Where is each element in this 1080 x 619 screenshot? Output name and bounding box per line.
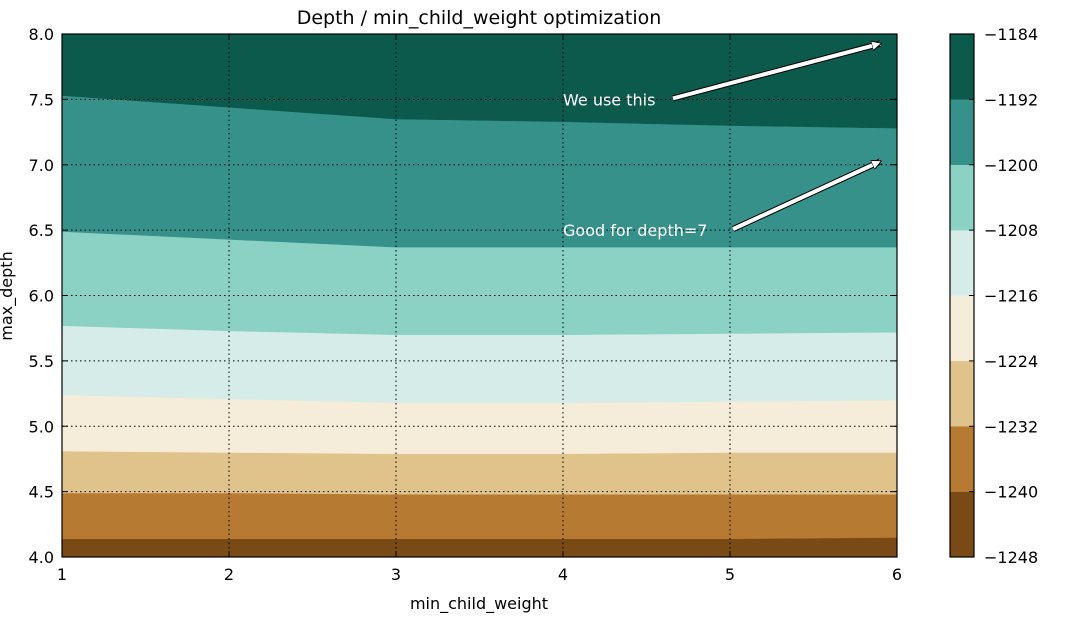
x-tick-label: 5 [725,565,735,584]
colorbar: −1184 −1192 −1200 −1208 −1216 −1224 −1232 −1240… [949,25,1038,567]
colorbar-label: −1192 [984,90,1038,109]
y-tick-label: 8.0 [29,25,54,44]
axis-ticks: 1 2 3 4 5 6 4.0 4.5 5.0 5.5 6.0 6.5 7.0 7.5 8.0 [29,25,903,584]
colorbar-swatch-3 [949,360,975,427]
contour-bands [61,33,898,558]
contour-band-3 [61,450,898,495]
x-tick-label: 1 [57,565,67,584]
x-tick-label: 6 [892,565,902,584]
contour-band-2 [61,492,898,539]
colorbar-label: −1224 [984,352,1038,371]
colorbar-swatch-5 [949,229,975,296]
y-tick-label: 7.0 [29,156,54,175]
colorbar-swatch-7 [949,99,975,165]
annotation-text-2: Good for depth=7 [563,221,707,240]
colorbar-swatch-4 [949,295,975,362]
annotation-arrow-1 [672,44,881,101]
colorbar-label: −1216 [984,287,1038,306]
colorbar-label: −1184 [984,25,1038,44]
x-tick-label: 4 [558,565,568,584]
annotation-arrow-2 [732,159,881,231]
colorbar-label: −1208 [984,221,1038,240]
y-tick-label: 7.5 [29,90,54,109]
colorbar-swatch-1 [949,491,975,558]
y-tick-label: 5.5 [29,352,54,371]
y-axis-label: max_depth [0,251,17,340]
contour-band-1 [61,537,898,558]
y-tick-label: 6.5 [29,221,54,240]
y-tick-label: 4.0 [29,548,54,567]
colorbar-swatch-8 [949,33,975,100]
colorbar-label: −1240 [984,483,1038,502]
y-tick-label: 5.0 [29,417,54,436]
colorbar-swatch-6 [949,164,975,231]
chart-title: Depth / min_child_weight optimization [297,7,662,29]
colorbar-swatch-2 [949,426,975,492]
annotation-text-1: We use this [563,90,655,109]
x-tick-label: 3 [391,565,401,584]
colorbar-label: −1200 [984,156,1038,175]
colorbar-label: −1232 [984,417,1038,436]
x-axis-label: min_child_weight [410,594,548,614]
y-tick-label: 4.5 [29,483,54,502]
contour-band-5 [61,325,898,403]
colorbar-label: −1248 [984,548,1038,567]
y-tick-label: 6.0 [29,287,54,306]
x-tick-label: 2 [224,565,234,584]
contour-band-4 [61,394,898,454]
annotations: We use this Good for depth=7 [563,44,881,240]
